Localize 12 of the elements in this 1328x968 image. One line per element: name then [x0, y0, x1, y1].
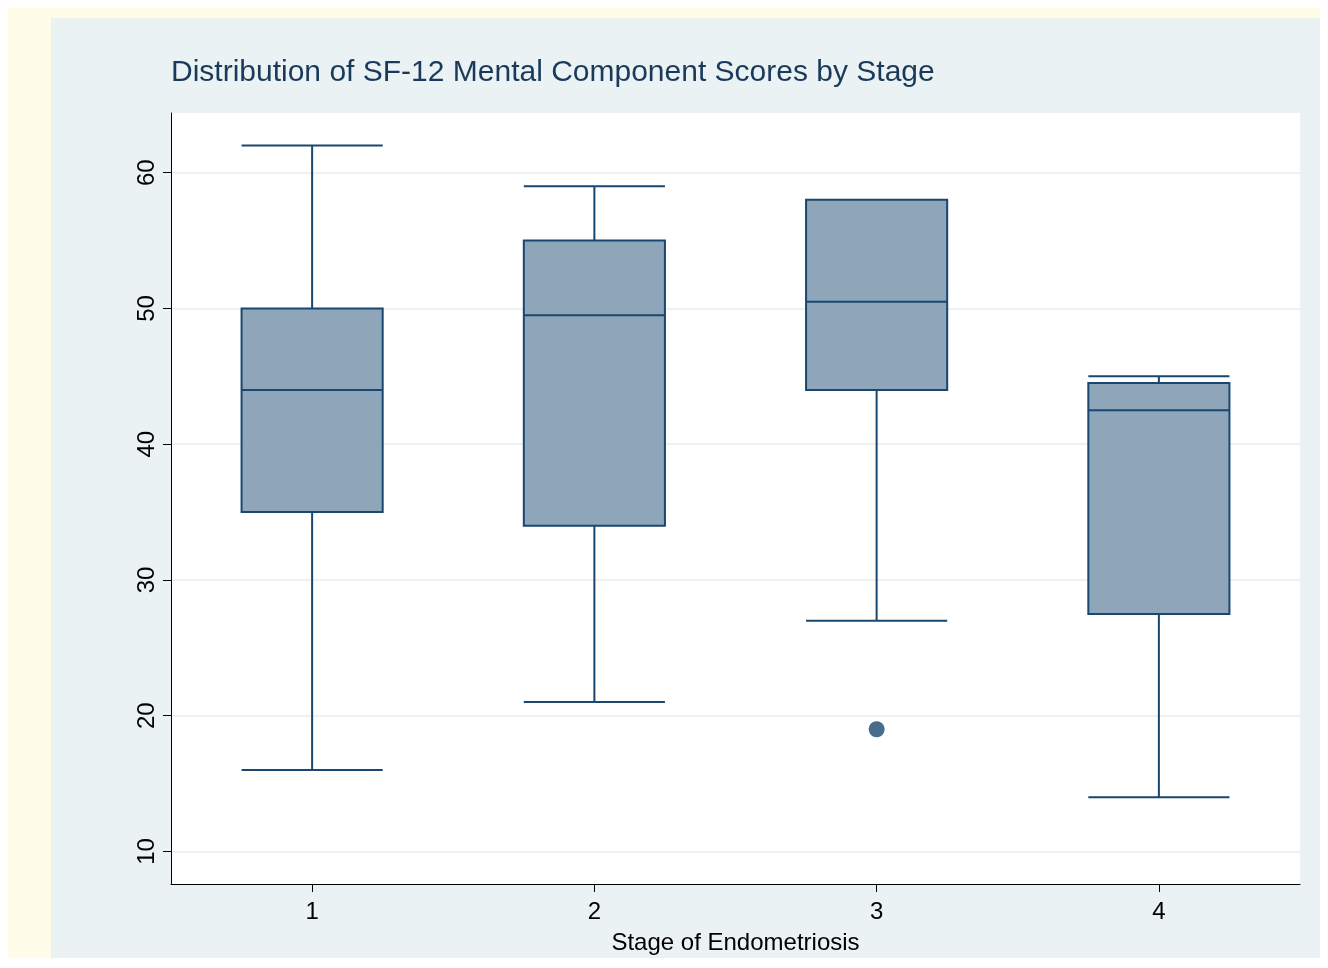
- y-tick-label: 60: [131, 159, 159, 187]
- y-tick-label: 40: [131, 430, 159, 458]
- y-tick-label: 50: [131, 295, 159, 322]
- x-axis-title: Stage of Endometriosis: [611, 927, 860, 955]
- chart-title: Distribution of SF-12 Mental Component Scores by Stage: [171, 53, 935, 87]
- x-tick-label: 2: [587, 896, 602, 924]
- y-tick-label: 10: [131, 838, 159, 865]
- x-tick-label: 1: [305, 896, 319, 924]
- x-tick-label: 4: [1152, 896, 1166, 924]
- x-tick-label: 3: [869, 896, 884, 924]
- y-tick-label: 30: [131, 566, 159, 594]
- y-tick-label: 20: [131, 702, 159, 730]
